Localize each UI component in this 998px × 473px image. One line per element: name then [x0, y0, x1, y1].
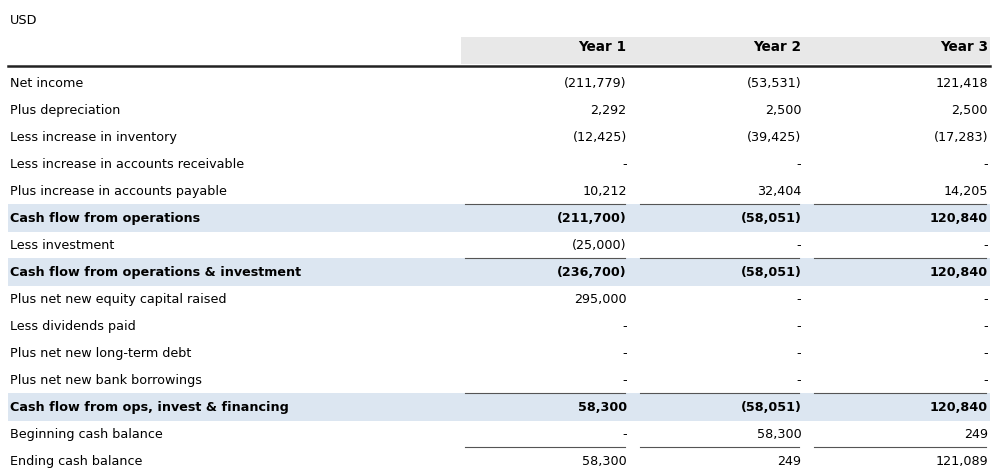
- Text: 120,840: 120,840: [930, 401, 988, 414]
- Text: Beginning cash balance: Beginning cash balance: [10, 428, 163, 441]
- Text: -: -: [796, 239, 801, 252]
- Text: -: -: [983, 239, 988, 252]
- Text: -: -: [622, 428, 627, 441]
- Bar: [8, 204, 990, 232]
- Text: Year 3: Year 3: [940, 40, 988, 54]
- Text: Less increase in accounts receivable: Less increase in accounts receivable: [10, 158, 245, 171]
- Text: (39,425): (39,425): [748, 131, 801, 144]
- Text: -: -: [983, 158, 988, 171]
- Text: -: -: [796, 347, 801, 360]
- Text: (211,700): (211,700): [557, 212, 627, 225]
- Text: 2,500: 2,500: [951, 104, 988, 117]
- Text: 2,500: 2,500: [764, 104, 801, 117]
- Text: -: -: [796, 374, 801, 387]
- Text: -: -: [622, 158, 627, 171]
- Text: (58,051): (58,051): [741, 266, 801, 279]
- Text: 58,300: 58,300: [582, 455, 627, 468]
- Text: 32,404: 32,404: [757, 185, 801, 198]
- Text: 249: 249: [777, 455, 801, 468]
- Bar: [8, 258, 990, 286]
- Text: (12,425): (12,425): [573, 131, 627, 144]
- Text: 249: 249: [964, 428, 988, 441]
- Text: USD: USD: [10, 14, 38, 27]
- Text: Plus net new equity capital raised: Plus net new equity capital raised: [10, 293, 227, 306]
- Text: Plus net new bank borrowings: Plus net new bank borrowings: [10, 374, 202, 387]
- Bar: [8, 393, 990, 421]
- Text: 2,292: 2,292: [591, 104, 627, 117]
- Text: 10,212: 10,212: [582, 185, 627, 198]
- Text: Less dividends paid: Less dividends paid: [10, 320, 136, 333]
- Text: -: -: [983, 347, 988, 360]
- Text: Less increase in inventory: Less increase in inventory: [10, 131, 177, 144]
- Text: (53,531): (53,531): [747, 77, 801, 90]
- Text: Cash flow from operations: Cash flow from operations: [10, 212, 201, 225]
- Text: (58,051): (58,051): [741, 212, 801, 225]
- Text: -: -: [622, 374, 627, 387]
- Text: Plus depreciation: Plus depreciation: [10, 104, 121, 117]
- Text: -: -: [796, 158, 801, 171]
- Text: (58,051): (58,051): [741, 401, 801, 414]
- Text: -: -: [622, 347, 627, 360]
- Text: Year 1: Year 1: [579, 40, 627, 54]
- Text: (236,700): (236,700): [557, 266, 627, 279]
- Text: -: -: [622, 320, 627, 333]
- Text: 295,000: 295,000: [574, 293, 627, 306]
- Text: (211,779): (211,779): [564, 77, 627, 90]
- Text: 120,840: 120,840: [930, 212, 988, 225]
- Text: -: -: [796, 320, 801, 333]
- Text: -: -: [796, 293, 801, 306]
- Text: -: -: [983, 320, 988, 333]
- Text: Cash flow from operations & investment: Cash flow from operations & investment: [10, 266, 301, 279]
- Bar: [461, 37, 990, 64]
- Text: 58,300: 58,300: [756, 428, 801, 441]
- Text: 121,418: 121,418: [935, 77, 988, 90]
- Text: 121,089: 121,089: [935, 455, 988, 468]
- Text: (25,000): (25,000): [572, 239, 627, 252]
- Text: 58,300: 58,300: [578, 401, 627, 414]
- Text: -: -: [983, 293, 988, 306]
- Text: Ending cash balance: Ending cash balance: [10, 455, 143, 468]
- Text: Plus increase in accounts payable: Plus increase in accounts payable: [10, 185, 227, 198]
- Text: Less investment: Less investment: [10, 239, 115, 252]
- Text: Net income: Net income: [10, 77, 83, 90]
- Text: 120,840: 120,840: [930, 266, 988, 279]
- Text: -: -: [983, 374, 988, 387]
- Text: Year 2: Year 2: [753, 40, 801, 54]
- Text: Plus net new long-term debt: Plus net new long-term debt: [10, 347, 192, 360]
- Text: (17,283): (17,283): [933, 131, 988, 144]
- Text: 14,205: 14,205: [943, 185, 988, 198]
- Text: Cash flow from ops, invest & financing: Cash flow from ops, invest & financing: [10, 401, 288, 414]
